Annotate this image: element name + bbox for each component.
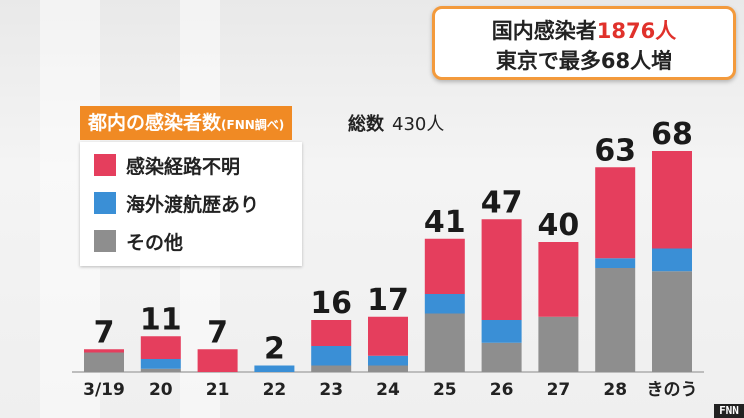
x-tick-label: 3/19 — [83, 380, 125, 400]
bar-segment — [84, 349, 124, 353]
bar-total-label: 2 — [264, 332, 285, 367]
bar-total-label: 7 — [207, 315, 228, 350]
x-tick-label: 22 — [263, 380, 287, 400]
legend-item-other: その他 — [94, 226, 183, 256]
bar-segment — [538, 316, 579, 372]
legend-swatch — [94, 154, 116, 176]
bar-segment — [140, 336, 181, 359]
bar-total-label: 41 — [424, 205, 466, 240]
legend-item-unknown-route: 感染経路不明 — [94, 150, 240, 180]
bar-segment — [424, 238, 465, 294]
headline-banner: 国内感染者1876人 東京で最多68人増 — [432, 6, 736, 80]
legend-swatch — [94, 192, 116, 214]
bar-segment — [481, 219, 522, 320]
bar-segment — [311, 346, 352, 366]
bar-total-label: 7 — [94, 315, 115, 350]
x-tick-label: 27 — [547, 380, 571, 400]
legend-label: 海外渡航歴あり — [126, 193, 260, 216]
bar-segment — [368, 355, 408, 366]
bar-segment — [652, 248, 692, 272]
legend-label: 感染経路不明 — [126, 155, 241, 178]
bar-segment — [652, 151, 692, 249]
x-tick-label: 25 — [433, 380, 457, 400]
headline-prefix: 国内感染者 — [491, 19, 597, 43]
bar-segment — [424, 313, 465, 372]
bar-segment — [595, 167, 636, 259]
legend: 感染経路不明 海外渡航歴あり その他 — [80, 142, 302, 266]
x-tick-label: 23 — [319, 380, 343, 400]
x-tick-label: 28 — [603, 380, 627, 400]
bar-segment — [481, 342, 522, 372]
bar-total-label: 17 — [367, 283, 409, 318]
headline-line-2: 東京で最多68人増 — [495, 49, 673, 73]
x-tick-label: 20 — [149, 380, 173, 400]
bar-total-label: 40 — [538, 208, 580, 243]
bar-segment — [254, 365, 295, 372]
headline-count: 1876人 — [596, 19, 677, 43]
bar-segment — [424, 294, 465, 314]
x-tick-label: きのう — [647, 380, 698, 400]
legend-item-overseas-travel: 海外渡航歴あり — [94, 188, 259, 218]
chart-title-text: 都内の感染者数 — [88, 112, 222, 134]
bar-segment — [197, 349, 238, 372]
fnn-logo: FNN — [714, 404, 744, 418]
bar-segment — [368, 316, 408, 356]
total-label: 総数 — [348, 114, 384, 135]
bar-segment — [311, 365, 352, 372]
bar-segment — [595, 268, 636, 372]
bar-total-label: 47 — [481, 185, 523, 220]
bar-total-label: 68 — [651, 117, 693, 152]
bar-segment — [311, 320, 352, 346]
bar-segment — [538, 242, 579, 317]
total-count: 総数 430人 — [348, 110, 444, 136]
total-value: 430人 — [392, 114, 445, 135]
bar-segment — [140, 359, 181, 369]
legend-label: その他 — [126, 231, 184, 254]
bar-segment — [84, 352, 124, 372]
legend-swatch — [94, 230, 116, 252]
headline-line-1: 国内感染者1876人 — [435, 15, 733, 45]
x-tick-label: 24 — [376, 380, 400, 400]
bar-total-label: 11 — [140, 302, 182, 337]
chart-title: 都内の感染者数(FNN調べ) — [80, 106, 293, 140]
bar-segment — [368, 365, 408, 372]
x-tick-label: 21 — [206, 380, 230, 400]
bar-segment — [481, 320, 522, 343]
bar-total-label: 16 — [310, 286, 352, 321]
bar-segment — [652, 271, 692, 372]
x-tick-label: 26 — [490, 380, 514, 400]
bar-segment — [595, 258, 636, 268]
bar-segment — [140, 368, 181, 372]
bar-total-label: 63 — [594, 133, 636, 168]
chart-source-note: (FNN調べ) — [221, 118, 285, 132]
